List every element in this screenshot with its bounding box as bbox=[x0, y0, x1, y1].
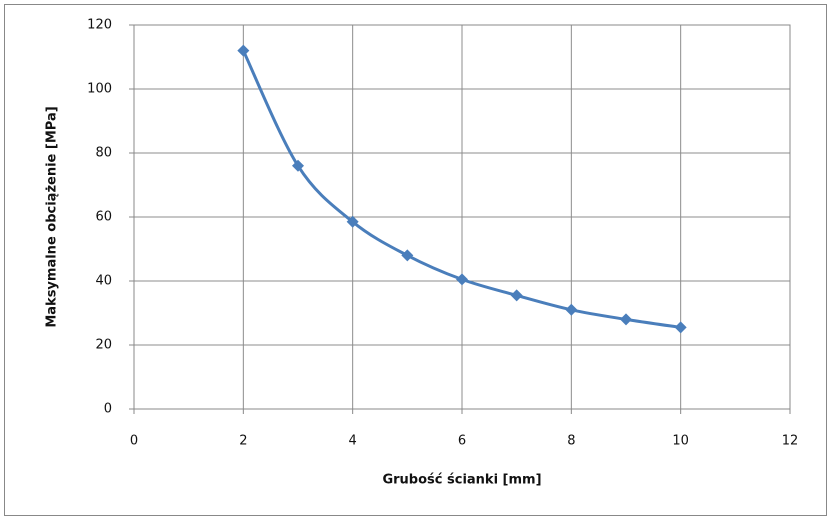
y-tick-label: 100 bbox=[87, 82, 112, 97]
plot-border bbox=[133, 24, 791, 410]
y-tick-label: 40 bbox=[95, 274, 112, 289]
y-tick-label: 20 bbox=[95, 338, 112, 353]
y-tick-label: 0 bbox=[104, 402, 112, 417]
x-tick-label: 6 bbox=[458, 434, 466, 449]
x-tick-label: 8 bbox=[567, 434, 575, 449]
data-point bbox=[565, 303, 578, 316]
y-tick-label: 80 bbox=[95, 146, 112, 161]
data-point bbox=[456, 273, 468, 286]
x-tick-label: 4 bbox=[349, 434, 357, 449]
x-tick-label: 12 bbox=[782, 434, 799, 449]
data-point bbox=[620, 313, 632, 326]
data-point bbox=[292, 159, 304, 172]
y-tick-label: 120 bbox=[87, 18, 112, 33]
x-axis-title: Grubość ścianki [mm] bbox=[382, 473, 541, 488]
data-point bbox=[346, 215, 359, 228]
y-tick-label: 60 bbox=[95, 210, 112, 225]
x-tick-label: 2 bbox=[239, 434, 247, 449]
data-point bbox=[510, 289, 523, 302]
y-axis-title: Maksymalne obciążenie [MPa] bbox=[45, 106, 60, 327]
data-point bbox=[237, 44, 250, 57]
data-point bbox=[674, 321, 687, 334]
data-point bbox=[401, 249, 414, 262]
x-tick-label: 10 bbox=[672, 434, 689, 449]
x-tick-label: 0 bbox=[130, 434, 138, 449]
